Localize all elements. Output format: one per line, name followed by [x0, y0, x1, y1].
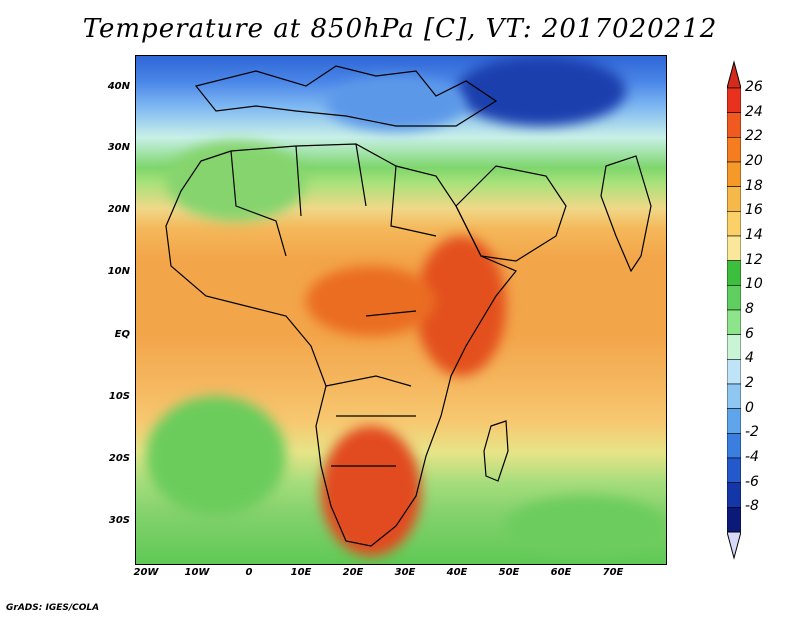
- colorbar-swatch: [727, 260, 741, 286]
- colorbar-swatch: [727, 87, 741, 113]
- colorbar-label: -8: [745, 498, 759, 515]
- colorbar-swatch: [727, 383, 741, 409]
- lon-tick: 30E: [394, 567, 416, 578]
- colorbar-label: 8: [745, 301, 754, 317]
- colorbar-label: 10: [745, 276, 763, 293]
- colorbar-top-arrow: [727, 60, 741, 89]
- colorbar-label: 26: [745, 79, 763, 95]
- colorbar-label: 4: [745, 350, 754, 367]
- map-title: Temperature at 850hPa [C], VT: 201702021…: [82, 14, 718, 44]
- colorbar-swatch: [727, 161, 741, 187]
- colorbar-label: 0: [745, 399, 754, 416]
- colorbar-swatch: [727, 309, 741, 335]
- cold-region-middle-east: [456, 56, 626, 126]
- colorbar-swatch: [727, 457, 741, 483]
- cool-region-indian-south: [506, 496, 666, 556]
- colorbar-label: 14: [745, 227, 763, 243]
- colorbar-swatch: [727, 285, 741, 311]
- colorbar-swatch: [727, 334, 741, 360]
- lon-tick: 0: [245, 567, 253, 578]
- lat-tick: 10N: [107, 266, 130, 277]
- colorbar-label: -4: [745, 449, 759, 465]
- colorbar-label: 16: [745, 202, 763, 219]
- lat-tick: 20S: [108, 453, 130, 464]
- colorbar-swatch: [727, 211, 741, 237]
- colorbar-label: 2: [745, 375, 754, 391]
- lon-tick: 50E: [498, 567, 520, 578]
- lon-tick: 20W: [133, 567, 159, 578]
- colorbar-label: 12: [745, 251, 763, 268]
- lon-tick: 40E: [446, 567, 468, 578]
- lon-tick: 10E: [290, 567, 312, 578]
- colorbar-label: 6: [745, 325, 754, 342]
- colorbar-swatch: [727, 359, 741, 385]
- colorbar-label: -2: [745, 424, 759, 441]
- lon-tick: 70E: [602, 567, 624, 578]
- lat-tick: 30N: [107, 142, 130, 153]
- cold-region-mediterranean: [326, 76, 466, 131]
- lon-tick: 60E: [550, 567, 572, 578]
- warm-region-central-africa: [306, 266, 436, 336]
- lat-tick: 10S: [108, 391, 130, 402]
- temperature-map: [135, 55, 667, 565]
- cool-region-atlantic-south: [146, 396, 286, 516]
- colorbar-swatch: [727, 433, 741, 459]
- colorbar-bottom-arrow: [727, 531, 741, 560]
- colorbar-swatch: [727, 235, 741, 261]
- colorbar-label: 22: [745, 128, 763, 145]
- colorbar-label: 24: [745, 103, 763, 120]
- lat-tick: 40N: [107, 81, 130, 92]
- colorbar-label: 18: [745, 177, 763, 194]
- colorbar-swatch: [727, 112, 741, 138]
- grads-credit: GrADS: IGES/COLA: [6, 603, 100, 613]
- lat-tick: 20N: [107, 204, 130, 215]
- cool-region-sahara: [166, 141, 306, 221]
- lon-tick: 20E: [342, 567, 364, 578]
- colorbar-swatch: [727, 507, 741, 533]
- lat-tick: EQ: [114, 329, 130, 340]
- lat-tick: 30S: [108, 515, 130, 526]
- colorbar-label: -6: [745, 473, 759, 490]
- colorbar: [727, 60, 741, 560]
- colorbar-swatch: [727, 186, 741, 212]
- colorbar-label: 20: [745, 153, 763, 169]
- colorbar-swatch: [727, 408, 741, 434]
- colorbar-swatch: [727, 137, 741, 163]
- coastline-outlines: [165, 65, 652, 547]
- warm-region-southern-africa: [321, 426, 421, 556]
- colorbar-swatch: [727, 482, 741, 508]
- lon-tick: 10W: [184, 567, 210, 578]
